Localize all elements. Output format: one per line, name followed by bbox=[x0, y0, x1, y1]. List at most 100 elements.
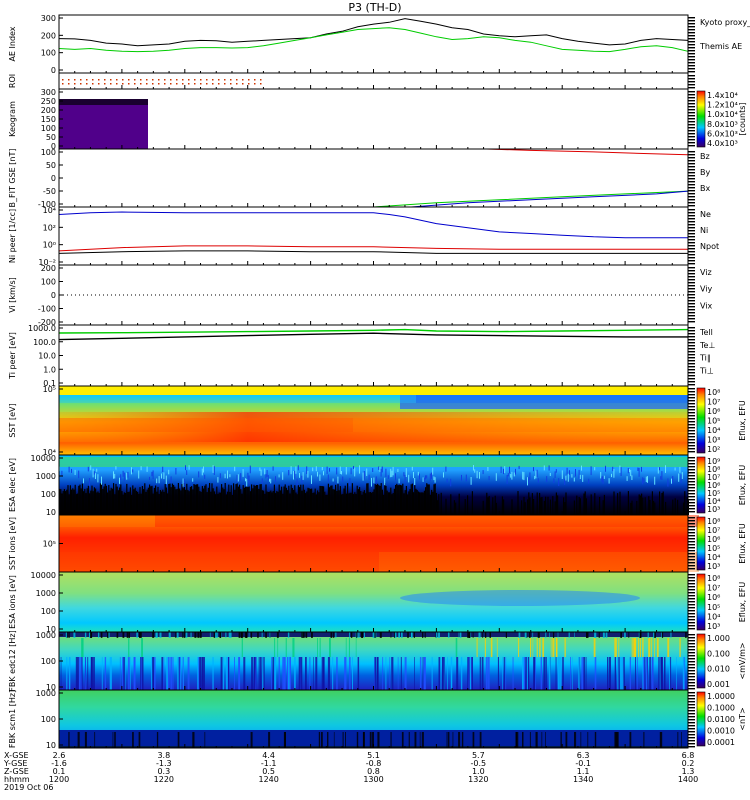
sst-top-block bbox=[605, 395, 626, 403]
fbk_e-ylabel: FBK edc12 [Hz] bbox=[8, 630, 17, 691]
esa-elec-stripe bbox=[531, 493, 533, 515]
esa-elec-stripe bbox=[415, 488, 417, 515]
sst_top-right-ladder bbox=[688, 442, 695, 444]
esa-elec-stripe bbox=[114, 473, 116, 479]
esa-elec-stripe bbox=[247, 487, 249, 515]
esa-elec-stripe bbox=[450, 494, 452, 515]
fbk_b-colorbar-label: <nT> bbox=[738, 707, 747, 730]
fbk-edc-mid-stripe bbox=[274, 638, 276, 657]
sst_i-right-ladder bbox=[688, 538, 695, 540]
fbk-edc-stripe bbox=[468, 657, 470, 690]
chart-marks bbox=[58, 18, 699, 748]
roi-dot bbox=[170, 79, 172, 81]
esa-elec-stripe bbox=[366, 483, 368, 515]
esa-elec-stripe bbox=[361, 494, 363, 515]
esa-elec-stripe bbox=[338, 490, 340, 515]
fbk_b-right-ladder bbox=[688, 704, 695, 706]
esa-elec-stripe bbox=[240, 473, 242, 481]
esa-elec-stripe bbox=[363, 471, 365, 480]
esa-elec-stripe bbox=[686, 497, 688, 515]
esa-elec-stripe bbox=[417, 491, 419, 515]
ae-right-ladder bbox=[688, 41, 695, 43]
esa-elec-stripe bbox=[219, 473, 221, 479]
fbk-edc-top-stripe bbox=[375, 632, 377, 638]
esa-elec-stripe bbox=[241, 493, 243, 515]
keogram-right-ladder bbox=[688, 121, 695, 123]
fbk-edc-stripe bbox=[644, 657, 646, 690]
sst_i-right-ladder bbox=[688, 523, 695, 525]
fbk-scm-stripe bbox=[516, 732, 519, 748]
esa-elec-stripe bbox=[282, 472, 284, 480]
temperature-ylabel: Ti peer [eV] bbox=[8, 332, 17, 380]
temperature-legend-1: Te⊥ bbox=[699, 341, 715, 350]
esa-elec-stripe bbox=[126, 472, 128, 480]
sst_i-ytick-label: 10⁵ bbox=[43, 540, 56, 549]
xaxis-date: 2019 Oct 06 bbox=[4, 783, 53, 792]
esa-elec-stripe bbox=[487, 497, 489, 515]
sst-ion-block bbox=[667, 552, 683, 572]
fbk-edc-stripe bbox=[77, 657, 79, 690]
xaxis-row-label: Y-GSE bbox=[3, 759, 27, 768]
esa-elec-stripe bbox=[237, 486, 239, 515]
sst-ion-block bbox=[139, 515, 155, 527]
sst-top-enhancement bbox=[59, 412, 688, 442]
velocity-right-ladder bbox=[688, 276, 695, 278]
sst-ion-block bbox=[427, 515, 443, 527]
esa-elec-stripe bbox=[183, 478, 185, 487]
fbk_e-colorbar-tick: 0.010 bbox=[707, 665, 730, 674]
sst_i-colorbar-tick: 10⁴ bbox=[707, 553, 720, 562]
xaxis-row-value: 0.8 bbox=[367, 767, 380, 776]
esa-elec-stripe bbox=[569, 470, 570, 475]
roi-dot bbox=[182, 83, 184, 85]
fbk-edc-top-stripe bbox=[485, 632, 487, 638]
fbk-edc-stripe bbox=[101, 657, 103, 690]
esa-elec-stripe bbox=[396, 483, 398, 515]
esa-elec-stripe bbox=[351, 483, 353, 515]
esa_i-right-ladder bbox=[688, 610, 695, 612]
keogram-ytick-label: 100 bbox=[41, 124, 56, 133]
esa-elec-stripe bbox=[141, 486, 143, 515]
esa-elec-stripe bbox=[335, 484, 337, 515]
esa-elec-stripe bbox=[426, 483, 428, 515]
fbk-edc-top-stripe bbox=[302, 632, 305, 638]
esa-elec-stripe bbox=[513, 472, 515, 477]
esa_e-ytick-label: 10000 bbox=[31, 454, 56, 463]
fbk-edc-stripe bbox=[222, 657, 225, 690]
esa-elec-stripe bbox=[437, 500, 439, 515]
velocity-ytick-label: 100 bbox=[41, 278, 56, 287]
fbk_b-colorbar-tick: 0.0001 bbox=[707, 738, 735, 747]
fbk-edc-stripe bbox=[93, 657, 95, 690]
sst_i-colorbar-tick: 10⁸ bbox=[707, 517, 720, 526]
fbk-edc-stripe bbox=[643, 657, 645, 690]
esa-elec-stripe bbox=[182, 478, 184, 487]
fbk-edc-stripe bbox=[225, 657, 228, 690]
esa-elec-stripe bbox=[281, 486, 283, 515]
esa-elec-stripe bbox=[443, 472, 444, 478]
esa-elec-stripe bbox=[140, 493, 142, 515]
esa-elec-stripe bbox=[645, 476, 647, 483]
roi-dot bbox=[212, 83, 214, 85]
fbk_b-ytick-label: 100 bbox=[41, 715, 56, 724]
esa-elec-stripe bbox=[373, 477, 375, 484]
sst-ion-block bbox=[619, 552, 635, 572]
fbk-edc-top-stripe bbox=[330, 632, 333, 638]
fbk-edc-stripe bbox=[271, 657, 272, 690]
sst-top-block bbox=[311, 418, 332, 432]
esa-elec-stripe bbox=[183, 483, 185, 515]
keogram-right-ladder bbox=[688, 130, 695, 132]
fbk-edc-top-stripe bbox=[526, 632, 528, 638]
esa-elec-stripe bbox=[564, 502, 566, 515]
fbk-edc-stripe bbox=[607, 657, 609, 690]
roi-dot bbox=[218, 79, 220, 81]
esa-elec-stripe bbox=[585, 498, 587, 515]
esa-elec-stripe bbox=[659, 491, 661, 515]
fbk-edc-stripe bbox=[272, 657, 275, 690]
fbk-scm-stripe bbox=[114, 732, 116, 748]
esa-elec-stripe bbox=[428, 484, 430, 515]
esa-elec-stripe bbox=[193, 484, 195, 515]
bfield-legend-1: By bbox=[700, 168, 710, 177]
esa-elec-stripe bbox=[342, 476, 344, 482]
sst-ion-block bbox=[75, 552, 91, 572]
esa-elec-stripe bbox=[283, 486, 285, 515]
